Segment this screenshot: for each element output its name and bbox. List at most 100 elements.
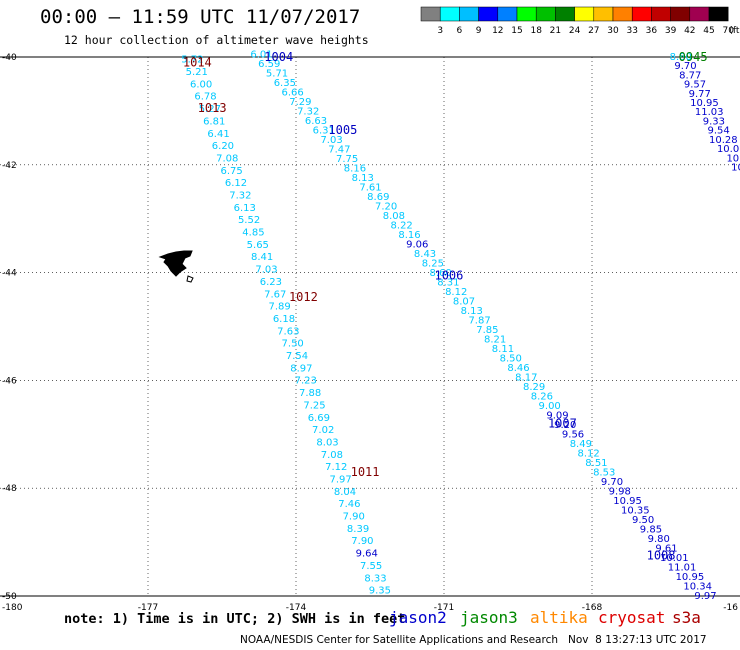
wave-height-value: 6.63 [305,116,327,127]
satellite-jason2: jason2 [389,608,447,627]
wave-height-value: 6.31 [313,125,335,136]
note-text: note: 1) Time is in UTC; 2) SWH is in fe… [64,611,406,627]
wave-height-value: 5.52 [238,215,260,226]
legend-label: 6 [457,26,463,36]
wave-height-value: 9.77 [689,89,711,100]
wave-height-value: 8.43 [414,249,436,260]
island-outline [158,250,194,283]
wave-height-value: 7.50 [282,339,304,350]
wave-height-value: 9.57 [684,80,706,91]
wave-height-value: 10 [726,153,739,164]
wave-height-value: 9.00 [539,401,561,412]
wave-height-value: 7.89 [268,302,290,313]
legend-label: 21 [550,26,561,36]
wave-height-value: 8.16 [344,163,366,174]
wave-height-value: 9.56 [562,429,584,440]
wave-height-value: 10.95 [676,572,705,583]
wave-height-value: 8.53 [593,467,615,478]
wave-height-value: 6.59 [258,59,280,70]
lat-tick-label: -50 [2,592,17,602]
credit-line: NOAA/NESDIS Center for Satellite Applica… [240,634,707,646]
wave-height-value: 6.41 [207,129,229,140]
legend-label: 36 [646,26,658,36]
wave-height-value: 8.51 [585,458,607,469]
legend-label: 15 [511,26,522,36]
wave-height-value: 9.70 [674,61,696,72]
wave-height-value: 6.78 [194,92,216,103]
lat-tick-label: -44 [2,269,17,279]
wave-height-value: 5.27 [199,104,221,115]
legend-label: 45 [703,26,714,36]
wave-height-value: 8.31 [437,277,459,288]
wave-height-value: 7.97 [329,474,351,485]
wave-height-value: 8.33 [364,573,386,584]
legend-label: 12 [492,26,503,36]
lat-tick-label: -48 [2,484,17,494]
map-title: 00:00 – 11:59 UTC 11/07/2017 [40,6,361,28]
wave-height-value: 8.97 [290,363,312,374]
legend-label: 30 [607,26,619,36]
legend-label: 24 [569,26,581,36]
wave-height-value: 8.29 [523,382,545,393]
wave-height-value: 8.03 [316,437,338,448]
wave-height-value: 5.65 [247,240,269,251]
wave-height-value: 7.88 [299,388,321,399]
wave-height-value: 9.35 [369,586,391,597]
wave-height-value: 9.54 [707,126,729,137]
wave-height-value: 11.01 [668,562,697,573]
wave-height-value: 8.13 [461,306,483,317]
track-c: 8.809.708.779.579.7710.9511.039.339.5410… [670,52,740,173]
legend-label: 39 [665,26,677,36]
wave-height-value: 6.66 [281,87,303,98]
wave-height-value: 8.21 [484,334,506,345]
wave-height-value: 7.03 [320,135,342,146]
time-label: 1013 [198,101,227,115]
wave-height-value: 7.08 [216,153,238,164]
wave-height-value: 6.12 [225,178,247,189]
lon-tick-label: -180 [2,603,23,610]
satellite-s3a: s3a [672,608,701,627]
wave-height-value: 9.70 [601,477,623,488]
legend-label: 33 [626,26,637,36]
wave-height-value: 7.67 [264,289,286,300]
lon-tick-label: -177 [138,603,158,610]
wave-height-value: 11.03 [695,107,724,118]
wave-height-value: 8.80 [670,52,692,63]
wave-height-value: 7.85 [476,325,498,336]
wave-height-value: 5.71 [266,68,288,79]
wave-height-value: 7.12 [325,462,347,473]
wave-height-value: 7.25 [303,400,325,411]
wave-height-value: 7.90 [351,536,373,547]
wave-height-value: 8.26 [531,391,553,402]
time-label: 0945 [679,50,708,64]
time-label: 1004 [264,50,293,64]
wave-height-value: 10.35 [621,505,650,516]
legend-label: 18 [530,26,542,36]
wave-height-value: 8.77 [679,70,701,81]
wave-height-value: 7.03 [255,265,277,276]
wave-height-value: 9.98 [609,486,631,497]
time-label: 1008 [647,549,676,563]
wave-height-value: 9.06 [406,239,428,250]
time-label: 1007 [548,417,577,431]
lon-tick-label: -168 [582,603,603,610]
time-label: 1014 [183,55,212,69]
wave-height-value: 6.23 [260,277,282,288]
wave-height-value: 9.97 [694,591,716,602]
satellite-jason3: jason3 [460,608,518,627]
wave-height-value: 7.61 [359,182,381,193]
wave-height-value: 8.39 [347,524,369,535]
wave-height-value: 8.12 [445,287,467,298]
wave-height-value: 9.61 [655,543,677,554]
wave-height-value: 7.90 [343,512,365,523]
legend-label: 3 [437,26,443,36]
track-a: 5.725.216.006.785.276.816.416.207.086.75… [181,55,391,597]
wave-height-value: 8.69 [367,192,389,203]
wave-height-value: 8.11 [492,344,514,355]
wave-height-value: 8.13 [352,173,374,184]
wave-height-value: 7.47 [328,144,350,155]
time-label: 1006 [434,268,463,282]
wave-height-value: 6.69 [308,413,330,424]
wave-height-value: 7.32 [297,106,319,117]
